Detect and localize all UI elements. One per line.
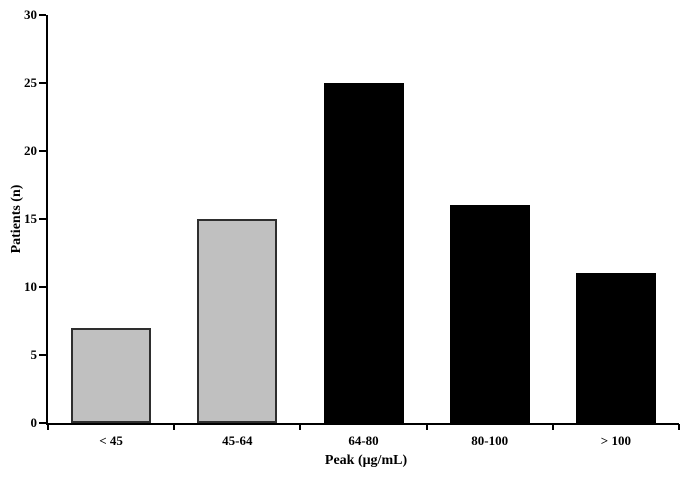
y-axis-tick <box>39 422 46 424</box>
y-tick-label: 5 <box>30 347 38 362</box>
x-category-label: 80-100 <box>471 433 509 448</box>
y-axis-tick <box>39 14 46 16</box>
x-category-label: < 45 <box>99 433 123 448</box>
y-tick-label: 30 <box>24 7 37 22</box>
y-axis-tick <box>39 82 46 84</box>
x-axis-tick <box>47 424 49 430</box>
y-axis-tick <box>39 354 46 356</box>
y-axis-tick <box>39 150 46 152</box>
y-tick-label: 10 <box>24 279 37 294</box>
y-tick-label: 15 <box>24 211 37 226</box>
x-axis-tick <box>678 424 680 430</box>
bar-2 <box>323 83 404 423</box>
x-axis-title: Peak (μg/mL) <box>324 453 408 468</box>
bar-4 <box>575 273 656 423</box>
x-category-label: 45-64 <box>222 433 253 448</box>
y-axis-tick <box>39 286 46 288</box>
x-axis-tick <box>425 424 428 430</box>
bar-1 <box>197 219 278 423</box>
x-axis-tick <box>551 424 554 430</box>
plot-area: 0 5 10 15 20 25 30 < 45 45-64 64-80 80-100 > 100 <box>24 7 680 448</box>
bar-0 <box>71 327 152 423</box>
y-tick-label: 0 <box>30 415 38 430</box>
y-tick-label: 20 <box>24 143 37 158</box>
bar-3 <box>449 205 530 423</box>
y-tick-label: 25 <box>24 75 37 90</box>
x-category-label: 64-80 <box>348 433 379 448</box>
x-axis-tick <box>173 424 176 430</box>
x-axis-tick <box>299 424 302 430</box>
x-category-label: > 100 <box>600 433 631 448</box>
y-axis-tick <box>39 218 46 220</box>
